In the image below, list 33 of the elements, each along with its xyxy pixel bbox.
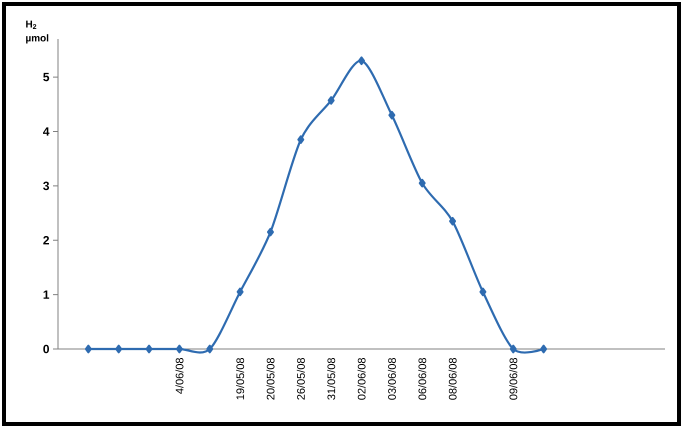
x-tick-label: 19/05/08 [236,358,244,400]
x-tick-label: 09/06/08 [509,358,518,400]
point [176,344,183,354]
x-tick-label: 31/05/08 [327,358,336,400]
point [328,96,335,105]
point [84,344,92,354]
point [540,344,548,354]
y-tick-label: 0 [43,344,49,354]
y-axis-title: H$_{2}$ µmol [26,20,48,44]
point [115,344,122,354]
point [297,135,304,144]
x-tick-label: 03/06/08 [388,358,396,400]
y-tick-label: 1 [44,290,50,299]
y-tick-label: 5 [43,72,50,82]
point [236,288,244,296]
point [358,56,365,66]
x-tick-label: 20/05/08 [266,358,274,400]
point [266,228,274,236]
point [206,344,214,354]
x-tick-label: 02/06/08 [357,358,366,400]
x-tick-label: 06/06/08 [418,358,426,400]
point [510,344,517,354]
point [146,344,153,354]
x-tick-label: 4/06/08 [175,358,184,394]
y-tick-label: 4 [43,127,50,136]
x-tick-label: 26/05/08 [296,358,305,400]
point [449,216,456,226]
point [418,178,426,188]
point [388,110,396,120]
y-tick-label: 3 [43,182,50,190]
x-tick-label: 08/06/08 [448,358,457,400]
y-tick-label: 2 [43,236,50,244]
point [479,288,486,296]
